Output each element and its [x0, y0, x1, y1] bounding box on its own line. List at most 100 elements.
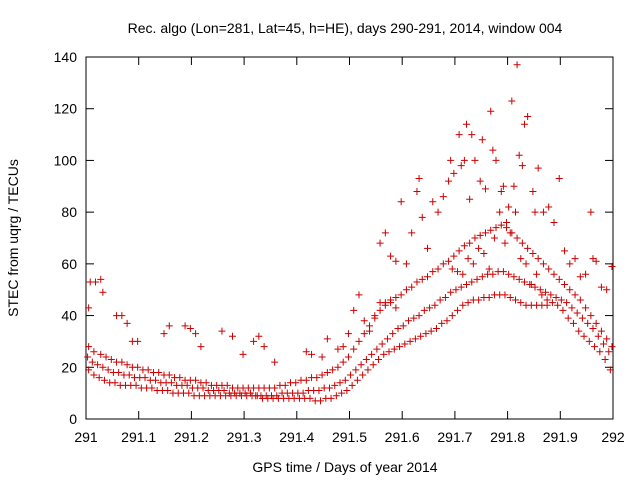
data-point: [445, 177, 453, 185]
data-point: [246, 389, 254, 397]
data-point: [183, 381, 191, 389]
data-point: [531, 208, 539, 216]
data-point: [418, 213, 426, 221]
data-point: [594, 332, 602, 340]
data-point: [85, 304, 93, 312]
data-point: [506, 293, 514, 301]
data-point: [343, 387, 351, 395]
data-point: [487, 107, 495, 115]
data-point: [402, 286, 410, 294]
data-point: [399, 322, 407, 330]
data-point: [334, 363, 342, 371]
data-point: [608, 262, 616, 270]
data-point: [603, 335, 611, 343]
data-point: [512, 208, 520, 216]
x-tick-label: 291.8: [490, 429, 525, 445]
data-point: [392, 304, 400, 312]
y-tick: 0: [69, 411, 613, 427]
data-point: [271, 384, 279, 392]
data-point: [423, 244, 431, 252]
data-point: [364, 366, 372, 374]
data-point: [366, 327, 374, 335]
data-point: [447, 288, 455, 296]
data-point: [308, 350, 316, 358]
data-point: [534, 164, 542, 172]
data-point: [181, 322, 189, 330]
data-point: [550, 218, 558, 226]
data-point: [462, 120, 470, 128]
data-point: [501, 291, 509, 299]
data-point: [520, 278, 528, 286]
data-point: [459, 301, 467, 309]
data-point: [426, 304, 434, 312]
x-tick-label: 291.6: [385, 429, 420, 445]
data-point: [348, 381, 356, 389]
data-point: [547, 291, 555, 299]
data-point: [539, 208, 547, 216]
y-tick-label: 20: [61, 359, 77, 375]
data-point: [576, 273, 584, 281]
data-point: [552, 293, 560, 301]
data-point: [323, 368, 331, 376]
data-point: [374, 356, 382, 364]
data-point: [389, 330, 397, 338]
y-tick-label: 80: [61, 204, 77, 220]
x-tick: 291.4: [279, 57, 315, 445]
data-point: [466, 195, 474, 203]
data-point: [592, 319, 600, 327]
data-point: [506, 229, 514, 237]
data-point: [350, 345, 358, 353]
data-point: [186, 325, 194, 332]
data-point: [292, 379, 300, 387]
data-point: [378, 340, 386, 348]
data-point: [385, 348, 393, 356]
data-point: [441, 293, 449, 301]
data-point: [134, 337, 142, 345]
data-point: [250, 337, 258, 345]
data-point: [476, 231, 484, 239]
data-point: [596, 348, 604, 356]
data-point: [387, 299, 395, 307]
data-point: [468, 131, 476, 139]
data-point: [392, 257, 400, 265]
data-point: [454, 268, 462, 276]
data-point: [539, 260, 547, 268]
data-point: [111, 379, 119, 387]
data-point: [460, 242, 468, 250]
data-point: [457, 162, 465, 170]
data-point: [313, 374, 321, 382]
data-point: [347, 371, 355, 379]
data-point: [392, 293, 400, 301]
data-point: [360, 317, 368, 325]
data-point: [527, 281, 535, 289]
data-point: [499, 182, 507, 190]
data-point: [344, 353, 352, 361]
data-point: [597, 327, 605, 335]
data-point: [436, 296, 444, 304]
data-point: [362, 356, 370, 364]
data-point: [538, 291, 546, 299]
x-tick-label: 291: [74, 429, 98, 445]
y-tick-label: 140: [54, 49, 78, 65]
data-point: [341, 376, 349, 384]
data-point: [478, 273, 486, 281]
data-point: [517, 255, 525, 263]
data-point: [499, 268, 507, 276]
data-point: [220, 387, 228, 395]
data-point: [447, 156, 455, 164]
data-point: [396, 343, 404, 351]
data-point: [413, 187, 421, 195]
data-point: [350, 306, 358, 314]
data-point: [323, 335, 331, 343]
data-point: [587, 208, 595, 216]
data-point: [550, 270, 558, 278]
data-point: [439, 260, 447, 268]
data-point: [439, 193, 447, 201]
data-point: [394, 325, 402, 332]
data-point: [176, 374, 184, 382]
data-point: [584, 319, 592, 327]
data-point: [429, 198, 437, 206]
data-point: [534, 255, 542, 263]
data-point: [563, 299, 571, 307]
